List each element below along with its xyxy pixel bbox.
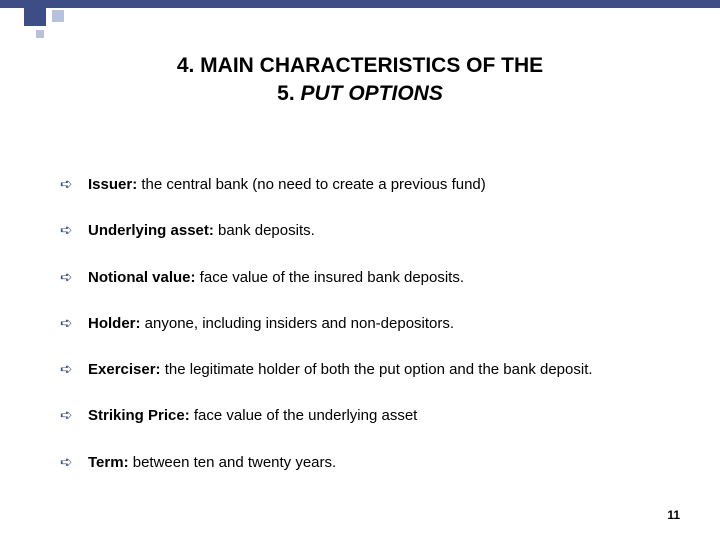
bullet-text: Term: between ten and twenty years. xyxy=(88,453,670,473)
page-number: 11 xyxy=(667,508,680,522)
decor-square-med xyxy=(52,10,64,22)
title-line-2: 5. PUT OPTIONS xyxy=(0,80,720,108)
title-1-num: 4. xyxy=(177,54,195,77)
bullet-body: between ten and twenty years. xyxy=(129,454,337,471)
slide-title: 4. MAIN CHARACTERISTICS OF THE 5. PUT OP… xyxy=(0,52,720,109)
title-line-1: 4. MAIN CHARACTERISTICS OF THE xyxy=(0,52,720,80)
bullet-list: ➪ Issuer: the central bank (no need to c… xyxy=(60,175,670,499)
bullet-body: anyone, including insiders and non-depos… xyxy=(141,315,455,332)
decor-square-small xyxy=(36,30,44,38)
list-item: ➪ Term: between ten and twenty years. xyxy=(60,453,670,473)
bullet-label: Issuer: xyxy=(88,176,137,193)
bullet-label: Underlying asset: xyxy=(88,222,214,239)
bullet-body: the central bank (no need to create a pr… xyxy=(137,176,486,193)
decor-square-big xyxy=(24,4,46,26)
bullet-text: Exerciser: the legitimate holder of both… xyxy=(88,360,670,380)
title-2-text: PUT OPTIONS xyxy=(301,82,443,105)
bullet-label: Notional value: xyxy=(88,269,196,286)
bullet-body: the legitimate holder of both the put op… xyxy=(161,361,593,378)
bullet-body: face value of the insured bank deposits. xyxy=(196,269,465,286)
bullet-arrow-icon: ➪ xyxy=(60,268,88,288)
title-1-text: MAIN CHARACTERISTICS OF THE xyxy=(200,54,543,77)
title-2-num: 5. xyxy=(277,82,295,105)
bullet-label: Striking Price: xyxy=(88,407,190,424)
bullet-label: Term: xyxy=(88,454,129,471)
bullet-text: Holder: anyone, including insiders and n… xyxy=(88,314,670,334)
decor-topbar xyxy=(0,0,720,8)
list-item: ➪ Underlying asset: bank deposits. xyxy=(60,221,670,241)
bullet-arrow-icon: ➪ xyxy=(60,314,88,334)
slide: 4. MAIN CHARACTERISTICS OF THE 5. PUT OP… xyxy=(0,0,720,540)
bullet-text: Underlying asset: bank deposits. xyxy=(88,221,670,241)
bullet-arrow-icon: ➪ xyxy=(60,360,88,380)
list-item: ➪ Striking Price: face value of the unde… xyxy=(60,406,670,426)
list-item: ➪ Exerciser: the legitimate holder of bo… xyxy=(60,360,670,380)
bullet-label: Holder: xyxy=(88,315,141,332)
list-item: ➪ Holder: anyone, including insiders and… xyxy=(60,314,670,334)
bullet-text: Issuer: the central bank (no need to cre… xyxy=(88,175,670,195)
list-item: ➪ Notional value: face value of the insu… xyxy=(60,268,670,288)
bullet-body: face value of the underlying asset xyxy=(190,407,418,424)
bullet-label: Exerciser: xyxy=(88,361,161,378)
bullet-body: bank deposits. xyxy=(214,222,315,239)
bullet-text: Notional value: face value of the insure… xyxy=(88,268,670,288)
bullet-arrow-icon: ➪ xyxy=(60,221,88,241)
list-item: ➪ Issuer: the central bank (no need to c… xyxy=(60,175,670,195)
bullet-arrow-icon: ➪ xyxy=(60,175,88,195)
bullet-text: Striking Price: face value of the underl… xyxy=(88,406,670,426)
bullet-arrow-icon: ➪ xyxy=(60,406,88,426)
bullet-arrow-icon: ➪ xyxy=(60,453,88,473)
